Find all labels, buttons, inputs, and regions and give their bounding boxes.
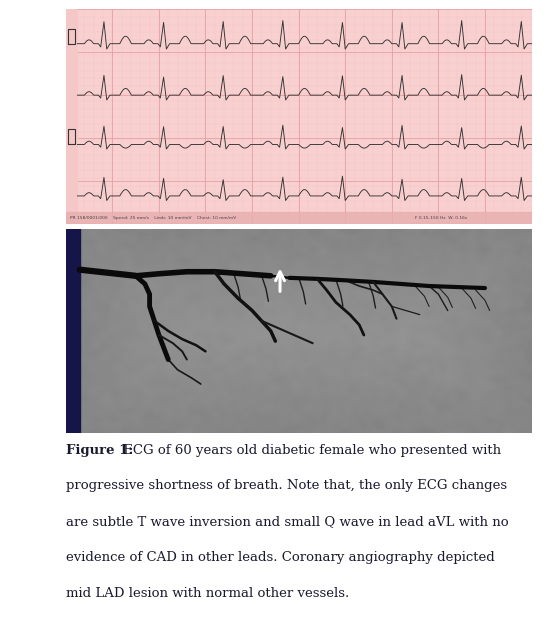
Bar: [66, 212, 532, 224]
Text: PR 158/0001/000    Speed: 25 mm/s    Limb: 10 mm/mV    Chest: 10 mm/mV: PR 158/0001/000 Speed: 25 mm/s Limb: 10 …: [70, 216, 237, 220]
Text: mid LAD lesion with normal other vessels.: mid LAD lesion with normal other vessels…: [66, 587, 349, 600]
Text: progressive shortness of breath. Note that, the only ECG changes: progressive shortness of breath. Note th…: [66, 479, 507, 492]
Text: ECG of 60 years old diabetic female who presented with: ECG of 60 years old diabetic female who …: [119, 444, 501, 457]
Text: Figure 1:: Figure 1:: [66, 444, 133, 457]
Bar: [66, 229, 80, 433]
Text: F 0.15-150 Hz  W: 0.16s: F 0.15-150 Hz W: 0.16s: [415, 216, 467, 220]
Text: are subtle T wave inversion and small Q wave in lead aVL with no: are subtle T wave inversion and small Q …: [66, 515, 509, 528]
Text: evidence of CAD in other leads. Coronary angiography depicted: evidence of CAD in other leads. Coronary…: [66, 551, 494, 564]
Bar: [66, 9, 77, 224]
